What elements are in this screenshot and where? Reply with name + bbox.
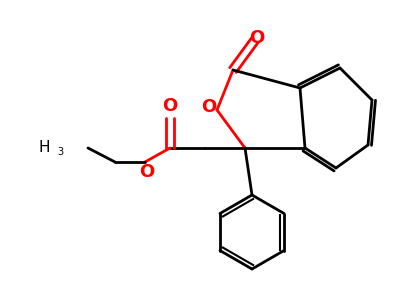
Text: 3: 3 bbox=[57, 147, 63, 157]
Text: O: O bbox=[249, 29, 265, 47]
Text: O: O bbox=[162, 97, 178, 115]
Text: H: H bbox=[38, 140, 50, 155]
Text: O: O bbox=[139, 163, 155, 181]
Text: O: O bbox=[201, 98, 217, 116]
